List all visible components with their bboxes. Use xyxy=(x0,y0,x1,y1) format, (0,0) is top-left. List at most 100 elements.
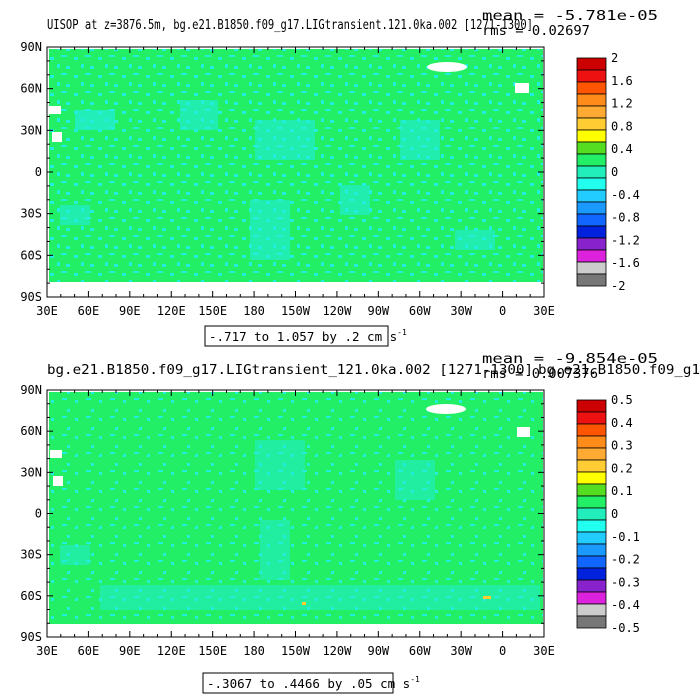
colorbar-box xyxy=(576,531,607,545)
y-tick-label: 60N xyxy=(20,82,42,96)
y-tick-label: 90S xyxy=(20,290,42,304)
colorbar-box xyxy=(576,141,607,155)
panel-1-rms: rms = 0.02697 xyxy=(482,23,590,39)
panel-2-missing-patch xyxy=(50,450,62,458)
panel-1-field-patch xyxy=(75,110,115,130)
panel-2-yticks: 90N 60N 30N 0 30S 60S 90S xyxy=(20,383,544,644)
colorbar-label: -1.2 xyxy=(611,233,640,247)
y-tick-label: 30N xyxy=(20,465,42,479)
x-tick-label: 180 xyxy=(243,644,265,658)
panel-1-missing-patch xyxy=(515,83,529,93)
x-tick-label: 150E xyxy=(198,304,227,318)
colorbar-box xyxy=(576,189,607,203)
colorbar-label: 0.2 xyxy=(611,461,633,475)
colorbar-box xyxy=(576,435,607,449)
x-tick-label: 150E xyxy=(198,644,227,658)
x-tick-label: 120W xyxy=(322,644,352,658)
colorbar-label: -0.1 xyxy=(611,530,640,544)
panel-2-title-overlap: bg.e21.B1850.f09_g1 xyxy=(538,362,700,378)
y-tick-label: 90N xyxy=(20,40,42,54)
x-tick-label: 90E xyxy=(119,644,141,658)
colorbar-label: -0.2 xyxy=(611,553,640,567)
colorbar-label: -0.5 xyxy=(611,621,640,635)
panel-2-field-patch xyxy=(260,520,290,580)
x-tick-label: 30E xyxy=(533,644,555,658)
x-tick-label: 30E xyxy=(36,644,58,658)
panel-1-field-patch xyxy=(455,230,495,250)
x-tick-label: 120E xyxy=(157,644,186,658)
panel-1-range-text: -.717 to 1.057 by .2 cm s xyxy=(209,329,397,344)
panel-1-missing-patch xyxy=(427,62,467,72)
panel-1-field-patch xyxy=(180,100,218,130)
colorbar-box xyxy=(576,483,607,497)
colorbar-label: -0.3 xyxy=(611,575,640,589)
x-tick-label: 60E xyxy=(78,304,100,318)
panel-1-field-patch xyxy=(60,205,90,225)
colorbar-label: 0.3 xyxy=(611,439,633,453)
colorbar-box xyxy=(576,57,607,71)
x-tick-label: 150W xyxy=(281,644,311,658)
colorbar-label: 0 xyxy=(611,165,618,179)
panel-1-field-patch xyxy=(340,185,370,215)
x-tick-label: 90W xyxy=(367,304,389,318)
panel-2-xticks: 30E 60E 90E 120E 150E 180 150W 120W 90W 60W 30W 0 30… xyxy=(36,390,555,658)
colorbar-box xyxy=(576,591,607,605)
panel-2-missing-patch xyxy=(53,476,63,486)
colorbar-box xyxy=(576,495,607,509)
panel-2-title: bg.e21.B1850.f09_g17.LIGtransient_121.0k… xyxy=(47,362,533,378)
x-tick-label: 30W xyxy=(450,304,472,318)
x-tick-label: 90W xyxy=(367,644,389,658)
colorbar-box xyxy=(576,249,607,263)
panel-2-field-patch xyxy=(60,545,90,565)
colorbar-box xyxy=(576,399,607,413)
colorbar-box xyxy=(576,177,607,191)
colorbar-label: 1.2 xyxy=(611,97,633,111)
panel-2-colorbar: 0.5 0.4 0.3 0.2 0.1 0 -0.1 -0.2 -0.3 -0.4 -0.5 xyxy=(576,393,640,635)
colorbar-label: 0.8 xyxy=(611,119,633,133)
colorbar-box xyxy=(576,165,607,179)
x-tick-label: 150W xyxy=(281,304,311,318)
colorbar-label: 0 xyxy=(611,507,618,521)
x-tick-label: 120E xyxy=(157,304,186,318)
panel-1-mean: mean = -5.781e-05 xyxy=(482,8,658,24)
panel-2-missing-patch xyxy=(517,427,530,437)
panel-1-field-patch xyxy=(250,200,290,260)
panel-2-range-box: -.3067 to .4466 by .05 cm s-1 xyxy=(202,672,420,694)
colorbar-box xyxy=(576,93,607,107)
y-tick-label: 30S xyxy=(20,207,42,221)
colorbar-box xyxy=(576,519,607,533)
colorbar-box xyxy=(576,105,607,119)
colorbar-box xyxy=(576,543,607,557)
colorbar-box xyxy=(576,213,607,227)
colorbar-box xyxy=(576,579,607,593)
colorbar-box xyxy=(576,69,607,83)
colorbar-label: 0.4 xyxy=(611,142,633,156)
panel-2-field-patch xyxy=(395,460,435,500)
colorbar-box xyxy=(576,447,607,461)
x-tick-label: 0 xyxy=(499,644,506,658)
panel-2-field-patch xyxy=(100,585,540,610)
panel-1-missing-patch xyxy=(52,132,62,142)
colorbar-label: 0.5 xyxy=(611,393,633,407)
colorbar-box xyxy=(576,555,607,569)
colorbar-box xyxy=(576,423,607,437)
colorbar-label: 0.4 xyxy=(611,416,633,430)
y-tick-label: 30N xyxy=(20,123,42,137)
panel-2-positive-spot xyxy=(302,602,306,605)
y-tick-label: 30S xyxy=(20,548,42,562)
x-tick-label: 120W xyxy=(322,304,352,318)
panel-1-yticks: 90N 60N 30N 0 30S 60S 90S xyxy=(20,40,544,304)
colorbar-label: -1.6 xyxy=(611,256,640,270)
panel-1-range-label: -.717 to 1.057 by .2 cm s-1 xyxy=(209,328,407,344)
y-tick-label: 0 xyxy=(35,507,42,521)
y-tick-label: 90S xyxy=(20,630,42,644)
y-tick-label: 0 xyxy=(35,165,42,179)
panel-2-range-frame xyxy=(202,672,394,694)
x-tick-label: 30E xyxy=(533,304,555,318)
panel-2-map xyxy=(46,389,545,638)
panel-2-missing-patch xyxy=(426,404,466,414)
panel-1-range-box: -.717 to 1.057 by .2 cm s-1 xyxy=(204,325,407,347)
panel-2-range-label: -.3067 to .4466 by .05 cm s-1 xyxy=(207,675,420,691)
colorbar-box xyxy=(576,81,607,95)
panel-2: bg.e21.B1850.f09_g17.LIGtransient_121.0k… xyxy=(20,351,700,694)
